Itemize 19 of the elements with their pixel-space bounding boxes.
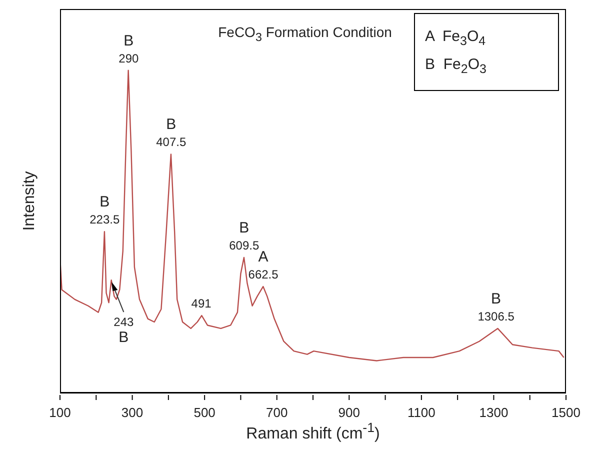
x-tick-label: 700 — [266, 405, 288, 420]
x-tick-label: 1100 — [407, 405, 436, 420]
annotation: B 1306.5 — [478, 290, 515, 324]
annotation: 491 — [191, 296, 212, 311]
x-tick-label: 900 — [338, 405, 360, 420]
text: A Fe$_{3}$O$_{4}$ — [425, 28, 487, 48]
x-tick-label: 1500 — [552, 405, 580, 420]
x-tick-label: 100 — [49, 405, 71, 420]
annotation: 243 B — [114, 315, 134, 346]
annotation: B 223.5 — [90, 194, 120, 227]
x-tick-label: 300 — [121, 405, 144, 420]
chart-title: FeCO$_{3}$ Formation Condition — [217, 24, 393, 44]
x-tick-label: 1300 — [479, 405, 508, 420]
x-tick-label: 500 — [194, 405, 216, 420]
y-axis-title: Intensity — [21, 171, 39, 231]
annotation: B 407.5 — [156, 116, 186, 150]
annotation: B Fe$_{2}$O$_{3}$ — [425, 56, 488, 76]
x-axis-title: Raman shift (cm$^{-1}$) — [245, 420, 381, 444]
annotation: B 290 — [118, 32, 140, 66]
